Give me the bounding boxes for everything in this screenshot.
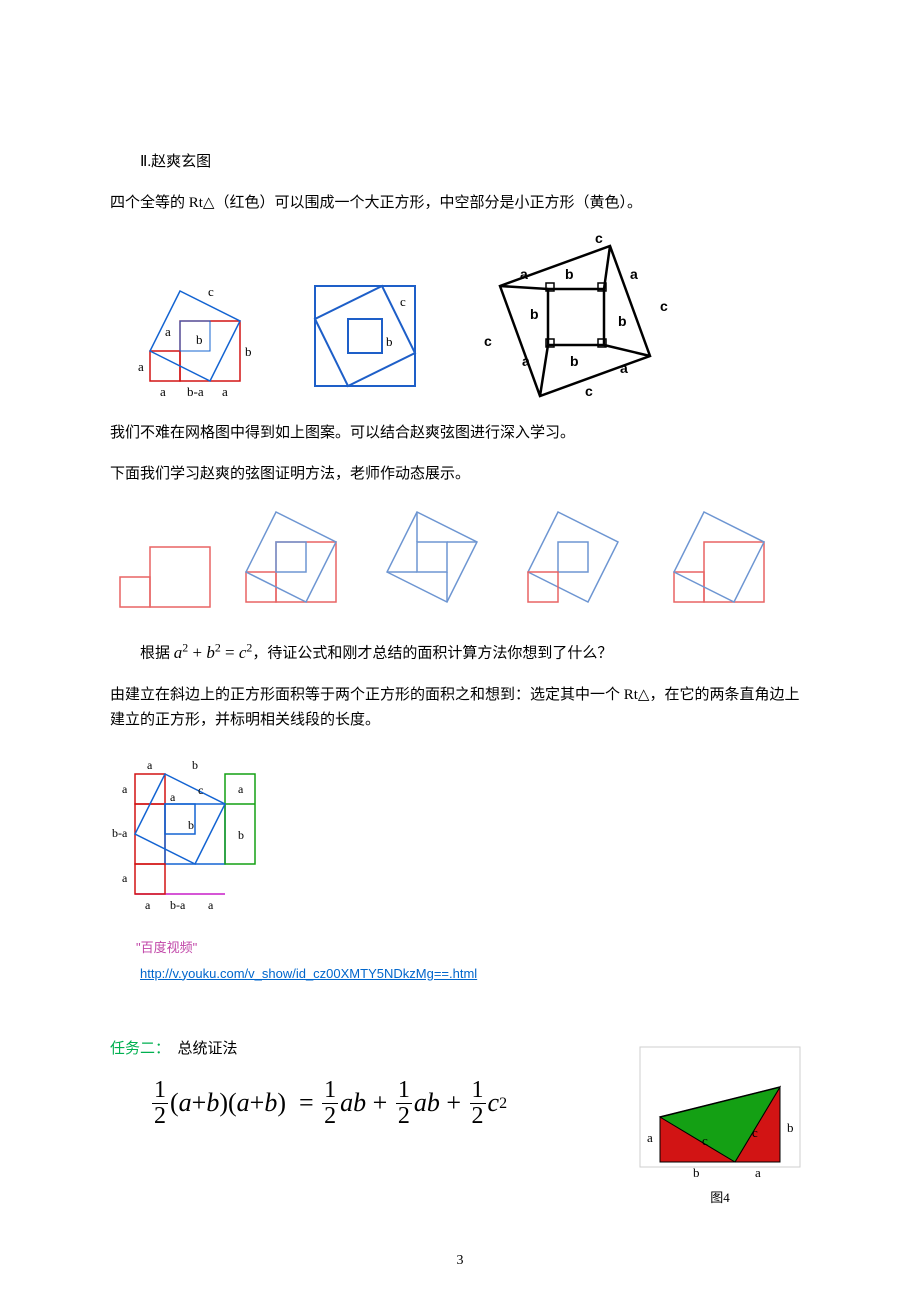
svg-text:a: a xyxy=(755,1165,761,1180)
baidu-video-label: "百度视频" xyxy=(136,937,810,959)
fig4-wrap: a b b a c c 图4 xyxy=(630,1037,810,1209)
svg-text:b: b xyxy=(196,332,203,347)
fig-final: a b a c a a b-a b a b a b-a a xyxy=(110,749,290,924)
task2-block: a b b a c c 图4 任务二： 总统证法 12 (a + b)(a + … xyxy=(110,1037,810,1209)
svg-text:a: a xyxy=(122,782,128,796)
svg-text:c: c xyxy=(752,1125,758,1140)
formula-a2b2c2: a2 + b2 = c2 xyxy=(174,643,253,662)
svg-text:a: a xyxy=(138,359,144,374)
page-number: 3 xyxy=(110,1249,810,1273)
svg-text:c: c xyxy=(484,333,492,349)
svg-text:c: c xyxy=(595,231,603,246)
para3: 由建立在斜边上的正方形面积等于两个正方形的面积之和想到：选定其中一个 Rt△，在… xyxy=(110,683,810,734)
formula-pre: 根据 xyxy=(140,646,170,662)
fig-final-wrap: a b a c a a b-a b a b a b-a a xyxy=(110,749,810,924)
svg-text:c: c xyxy=(208,284,214,299)
svg-text:a: a xyxy=(520,266,528,282)
svg-text:a: a xyxy=(160,384,166,399)
svg-text:b: b xyxy=(192,758,198,772)
steps-row xyxy=(110,502,810,617)
figure-row-1: c a b b a a b-a a c b xyxy=(110,231,810,401)
step1 xyxy=(110,517,220,617)
fig2-blue-square: c b xyxy=(300,271,430,401)
section2-intro: 四个全等的 Rt△（红色）可以围成一个大正方形，中空部分是小正方形（黄色）。 xyxy=(110,191,810,217)
svg-text:b-a: b-a xyxy=(112,826,128,840)
link-line: http://v.youku.com/v_show/id_cz00XMTY5ND… xyxy=(140,962,810,988)
svg-text:b: b xyxy=(570,353,579,369)
svg-text:b-a: b-a xyxy=(170,898,186,912)
svg-text:a: a xyxy=(165,324,171,339)
fig4-president-proof: a b b a c c xyxy=(630,1037,810,1187)
svg-text:c: c xyxy=(585,383,593,399)
task2-title: 总统证法 xyxy=(178,1041,238,1057)
fig3-black-diagram: c c c c a b a b a b a b xyxy=(460,231,670,401)
svg-text:c: c xyxy=(702,1133,708,1148)
svg-text:b: b xyxy=(386,334,393,349)
svg-text:a: a xyxy=(222,384,228,399)
svg-text:a: a xyxy=(620,360,628,376)
step2 xyxy=(226,502,366,617)
svg-text:b: b xyxy=(188,818,194,832)
svg-text:a: a xyxy=(647,1130,653,1145)
svg-text:a: a xyxy=(147,758,153,772)
step3 xyxy=(372,502,502,617)
svg-text:b: b xyxy=(245,344,252,359)
step4 xyxy=(508,502,648,617)
svg-text:a: a xyxy=(208,898,214,912)
svg-text:b: b xyxy=(238,828,244,842)
para-grid-remark: 我们不难在网格图中得到如上图案。可以结合赵爽弦图进行深入学习。 xyxy=(110,421,810,447)
svg-text:a: a xyxy=(122,871,128,885)
step5 xyxy=(654,502,794,617)
svg-text:b: b xyxy=(565,266,574,282)
svg-text:a: a xyxy=(238,782,244,796)
formula-post: ，待证公式和刚才总结的面积计算方法你想到了什么？ xyxy=(252,646,612,662)
svg-text:a: a xyxy=(170,790,176,804)
task2-label: 任务二： xyxy=(110,1041,170,1057)
svg-text:a: a xyxy=(630,266,638,282)
svg-text:b: b xyxy=(618,313,627,329)
svg-text:b: b xyxy=(787,1120,794,1135)
svg-text:c: c xyxy=(400,294,406,309)
svg-text:b: b xyxy=(530,306,539,322)
president-formula: 12 (a + b)(a + b) = 12ab + 12ab + 12c2 xyxy=(150,1078,610,1129)
svg-text:b-a: b-a xyxy=(187,384,204,399)
svg-text:c: c xyxy=(198,783,203,797)
svg-text:b: b xyxy=(693,1165,700,1180)
svg-text:a: a xyxy=(522,353,530,369)
svg-text:a: a xyxy=(145,898,151,912)
section2-title: Ⅱ.赵爽玄图 xyxy=(110,150,810,176)
para-dynamic: 下面我们学习赵爽的弦图证明方法，老师作动态展示。 xyxy=(110,462,810,488)
formula-line: 根据 a2 + b2 = c2，待证公式和刚才总结的面积计算方法你想到了什么？ xyxy=(110,637,810,668)
fig4-caption: 图4 xyxy=(630,1187,810,1209)
youku-link[interactable]: http://v.youku.com/v_show/id_cz00XMTY5ND… xyxy=(140,966,477,981)
fig1-zhao-construction: c a b b a a b-a a xyxy=(110,251,270,401)
svg-text:c: c xyxy=(660,298,668,314)
